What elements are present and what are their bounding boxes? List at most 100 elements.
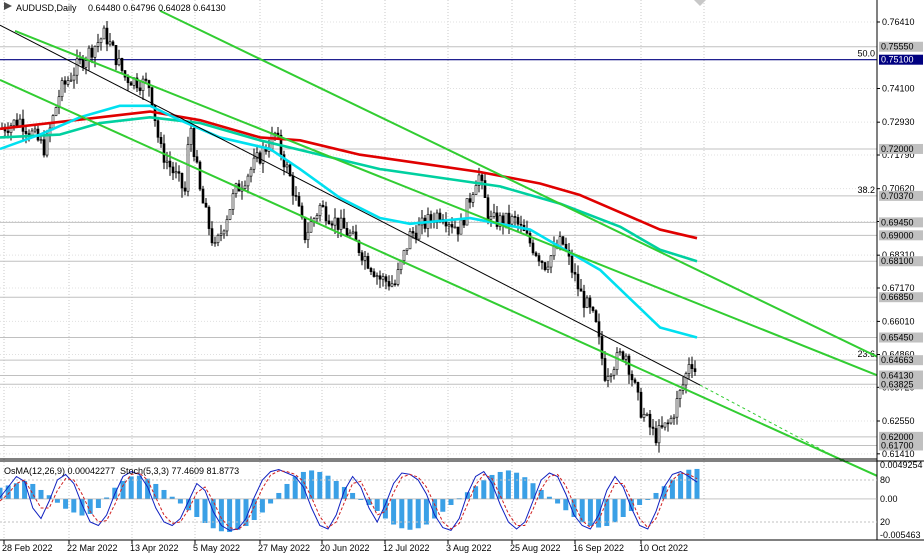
candle-body	[252, 157, 256, 170]
price-tick-label: 0.71790	[882, 150, 915, 160]
osma-bar	[136, 475, 142, 499]
candle-body	[591, 306, 595, 311]
candle-body	[198, 161, 202, 190]
osma-bar	[30, 483, 36, 499]
price-tags: 0.75550 0.75100 0.72000 0.70370 0.69450 0.690…	[879, 41, 923, 451]
moving-average-line[interactable]	[0, 104, 698, 339]
candle-body	[291, 175, 295, 196]
candle-body	[498, 215, 502, 227]
osma-bar	[227, 498, 233, 533]
price-tag	[879, 332, 923, 343]
candle-body	[468, 198, 472, 203]
candle-body	[438, 212, 442, 220]
price-tick-label: 0.70620	[882, 184, 915, 194]
price-tag-label: 0.70370	[881, 191, 914, 201]
candle-body	[543, 262, 547, 270]
candle-body	[243, 185, 247, 189]
candle-body	[81, 58, 85, 68]
osma-bar	[473, 486, 479, 499]
candle-body	[228, 209, 232, 220]
candle-body	[135, 77, 139, 89]
candle-body	[474, 185, 478, 195]
time-tick-label: 20 Jun 2022	[320, 543, 370, 553]
candle-body	[6, 130, 10, 133]
trend-line[interactable]	[699, 384, 831, 455]
candle-body	[588, 297, 592, 308]
candle-body	[444, 221, 448, 227]
candle-body	[159, 137, 163, 144]
candle-body	[66, 80, 70, 85]
candle-body	[90, 47, 94, 58]
candle-body	[156, 120, 160, 138]
osma-bar	[38, 489, 44, 499]
osma-bar	[292, 476, 298, 499]
candle-body	[648, 413, 652, 428]
osma-bar	[391, 498, 397, 525]
candle-body	[489, 216, 493, 220]
channel-line[interactable]	[14, 29, 881, 378]
osma-bar	[46, 495, 52, 499]
candle-body	[72, 74, 76, 81]
candle-body	[633, 379, 637, 383]
moving-averages	[0, 104, 698, 339]
candle-body	[636, 382, 640, 393]
osma-bar	[194, 498, 200, 518]
candle-body	[303, 216, 307, 241]
candle-body	[678, 390, 682, 399]
candle-body	[666, 422, 670, 425]
candle-body	[534, 252, 538, 256]
candle-body	[429, 214, 433, 221]
channel-line[interactable]	[159, 9, 924, 381]
trend-line[interactable]	[0, 24, 701, 386]
channel-lines[interactable]	[0, 9, 924, 479]
osma-bar	[538, 489, 544, 499]
osma-bar	[350, 492, 356, 499]
candle-body	[210, 228, 214, 244]
candle-body	[69, 79, 73, 82]
candle-body	[603, 358, 607, 381]
candle-body	[513, 216, 517, 218]
candle-body	[12, 119, 16, 126]
price-tick-label: 0.76410	[882, 17, 915, 27]
osma-bar	[120, 480, 126, 499]
candle-body	[621, 351, 625, 360]
candle-body	[384, 276, 388, 282]
candle-body	[363, 256, 367, 261]
osma-bar	[464, 492, 470, 499]
price-tag-label: 0.69000	[881, 230, 914, 240]
osma-bar	[145, 478, 151, 499]
candle-body	[375, 275, 379, 277]
candle-body	[390, 283, 394, 287]
time-tick-label: 25 Aug 2022	[510, 543, 561, 553]
candle-body	[108, 41, 112, 45]
candle-body	[549, 255, 553, 268]
shift-marker-icon[interactable]	[694, 0, 706, 6]
price-tag-label: 0.61700	[881, 440, 914, 450]
time-tick-label: 16 Sep 2022	[573, 543, 624, 553]
candle-body	[483, 180, 487, 198]
moving-average-line[interactable]	[0, 110, 698, 240]
candle-body	[189, 128, 193, 145]
osma-label: OsMA(12,26,9) 0.00042277	[4, 466, 115, 476]
candle-body	[117, 58, 121, 66]
channel-line[interactable]	[0, 78, 881, 479]
candle-body	[402, 250, 406, 262]
price-tick-label: 0.67170	[882, 283, 915, 293]
candle-body	[165, 160, 169, 163]
osma-bar	[153, 483, 159, 499]
time-tick-label: 27 May 2022	[258, 543, 310, 553]
osma-bar	[210, 498, 216, 529]
osma-bar	[202, 498, 208, 524]
candle-body	[120, 58, 124, 71]
price-tag	[879, 370, 923, 381]
candle-body	[471, 194, 475, 203]
price-tag-label: 0.75550	[881, 42, 914, 52]
osma-bar	[300, 471, 306, 499]
candle-body	[177, 171, 181, 174]
moving-average-line[interactable]	[0, 115, 698, 263]
osma-bar	[686, 469, 692, 499]
osma-bar	[612, 498, 618, 523]
candle-body	[201, 188, 205, 204]
candle-body	[63, 80, 67, 85]
